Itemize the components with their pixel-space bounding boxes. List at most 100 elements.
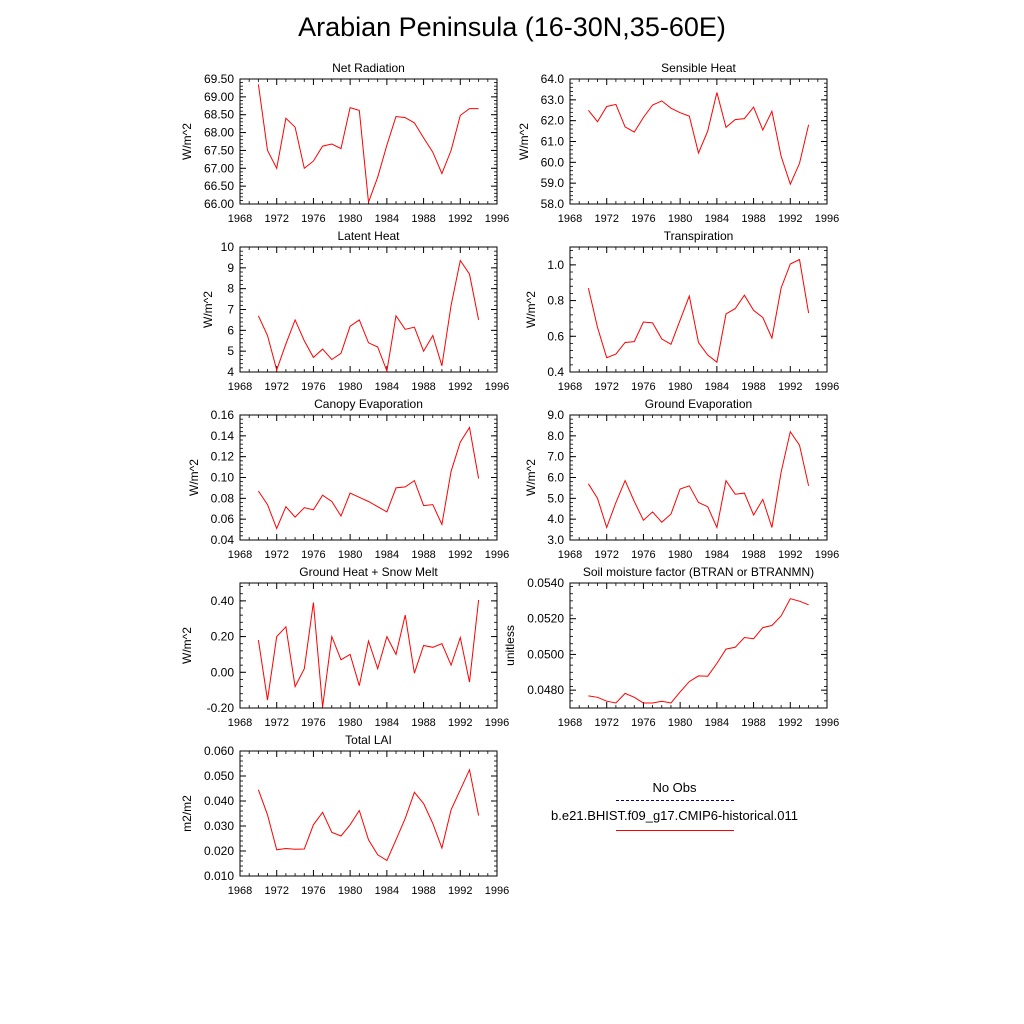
x-tick-label: 1968: [558, 717, 582, 729]
y-tick-label: 0.10: [211, 471, 235, 485]
plot-frame: [569, 246, 828, 373]
x-tick-label: 1996: [485, 549, 509, 561]
x-tick-label: 1988: [741, 381, 765, 393]
y-tick-label: 69.00: [204, 90, 234, 104]
chart-panel: 1968 1972 1976 1980 1984 1988 1992 1996 0.04 0.06…: [187, 397, 509, 561]
x-tick-label: 1976: [301, 549, 325, 561]
y-tick-label: 0.0500: [527, 647, 564, 661]
y-axis-label: W/m^2: [180, 627, 194, 664]
y-tick-label: 67.50: [204, 143, 234, 157]
x-tick-label: 1980: [338, 381, 362, 393]
x-tick-label: 1996: [815, 213, 839, 225]
legend-line-model: [616, 830, 734, 831]
x-tick-label: 1988: [741, 213, 765, 225]
legend-entry-model: b.e21.BHIST.f09_g17.CMIP6-historical.011: [512, 808, 837, 831]
panel-title: Latent Heat: [337, 229, 400, 243]
x-tick-label: 1992: [448, 885, 472, 897]
y-tick-label: 0.020: [204, 844, 234, 858]
panel-title: Transpiration: [664, 229, 734, 243]
x-tick-label: 1992: [778, 549, 802, 561]
y-tick-label: 10: [221, 240, 235, 254]
x-tick-label: 1980: [338, 549, 362, 561]
y-tick-label: 7.0: [547, 450, 564, 464]
plot-frame: [239, 750, 498, 877]
x-tick-label: 1972: [264, 717, 288, 729]
x-tick-label: 1992: [778, 213, 802, 225]
y-tick-label: 7: [227, 303, 234, 317]
x-tick-label: 1992: [448, 717, 472, 729]
series-line: [588, 598, 809, 704]
x-tick-label: 1988: [741, 549, 765, 561]
x-tick-label: 1976: [631, 213, 655, 225]
chart-panel: 1968 1972 1976 1980 1984 1988 1992 1996 4 5 6 7 8 9 10…: [201, 229, 509, 393]
legend-label-no-obs: No Obs: [652, 780, 697, 795]
plot-frame: [239, 78, 498, 205]
x-tick-label: 1968: [228, 381, 252, 393]
y-tick-label: 0.010: [204, 869, 234, 883]
x-tick-label: 1976: [631, 381, 655, 393]
y-tick-label: 0.12: [211, 450, 235, 464]
y-tick-label: 1.0: [547, 258, 564, 272]
series-line: [257, 599, 480, 708]
plot-frame: [569, 78, 828, 205]
y-tick-label: 68.00: [204, 126, 234, 140]
x-tick-label: 1972: [594, 717, 618, 729]
y-tick-label: 0.050: [204, 769, 234, 783]
y-tick-label: 0.06: [211, 512, 235, 526]
x-tick-label: 1984: [375, 549, 399, 561]
y-tick-label: 66.00: [204, 197, 234, 211]
plot-frame: [239, 414, 498, 541]
x-tick-label: 1984: [705, 549, 729, 561]
y-tick-label: 66.50: [204, 179, 234, 193]
legend-line-no-obs: [616, 800, 734, 801]
x-tick-label: 1996: [485, 381, 509, 393]
x-tick-label: 1968: [558, 213, 582, 225]
y-tick-label: 0.6: [547, 329, 564, 343]
y-axis-label: W/m^2: [201, 291, 215, 328]
chart-panel: 1968 1972 1976 1980 1984 1988 1992 1996 66.00 66.…: [180, 61, 509, 225]
panel-title: Ground Heat + Snow Melt: [299, 565, 438, 579]
x-tick-label: 1976: [631, 717, 655, 729]
y-tick-label: 68.50: [204, 108, 234, 122]
x-tick-label: 1968: [228, 885, 252, 897]
y-tick-label: 0.16: [211, 408, 235, 422]
y-tick-label: 9: [227, 261, 234, 275]
y-tick-label: 61.0: [541, 135, 565, 149]
chart-panel: 1968 1972 1976 1980 1984 1988 1992 1996 0.0480 0.…: [503, 565, 839, 729]
x-tick-label: 1984: [375, 717, 399, 729]
x-tick-label: 1984: [705, 213, 729, 225]
y-tick-label: 60.0: [541, 155, 565, 169]
x-tick-label: 1972: [594, 213, 618, 225]
y-axis-label: W/m^2: [187, 459, 201, 496]
y-tick-label: 4: [227, 365, 234, 379]
x-tick-label: 1992: [448, 549, 472, 561]
series-line: [588, 92, 810, 186]
x-tick-label: 1992: [448, 381, 472, 393]
x-tick-label: 1980: [338, 213, 362, 225]
y-tick-label: 0.0480: [527, 683, 564, 697]
chart-panel: 1968 1972 1976 1980 1984 1988 1992 1996 0.010 0.0…: [180, 733, 509, 897]
x-tick-label: 1968: [228, 717, 252, 729]
chart-panel: 1968 1972 1976 1980 1984 1988 1992 1996 0.4 0.6 0.…: [524, 229, 839, 393]
x-tick-label: 1984: [375, 213, 399, 225]
x-tick-label: 1988: [411, 213, 435, 225]
y-tick-label: 0.8: [547, 294, 564, 308]
y-axis-label: W/m^2: [524, 459, 538, 496]
series-line: [257, 259, 480, 373]
y-tick-label: 67.00: [204, 161, 234, 175]
y-tick-label: -0.20: [207, 701, 235, 715]
x-tick-label: 1992: [778, 717, 802, 729]
series-line: [587, 258, 810, 364]
y-axis-label: W/m^2: [524, 291, 538, 328]
y-tick-label: 5: [227, 344, 234, 358]
panel-title: Ground Evaporation: [645, 397, 752, 411]
x-tick-label: 1976: [301, 885, 325, 897]
plot-frame: [239, 246, 498, 373]
x-tick-label: 1968: [228, 213, 252, 225]
y-tick-label: 69.50: [204, 72, 234, 86]
series-line: [257, 768, 480, 862]
y-tick-label: 0.14: [211, 429, 235, 443]
x-tick-label: 1968: [558, 549, 582, 561]
x-tick-label: 1984: [705, 717, 729, 729]
